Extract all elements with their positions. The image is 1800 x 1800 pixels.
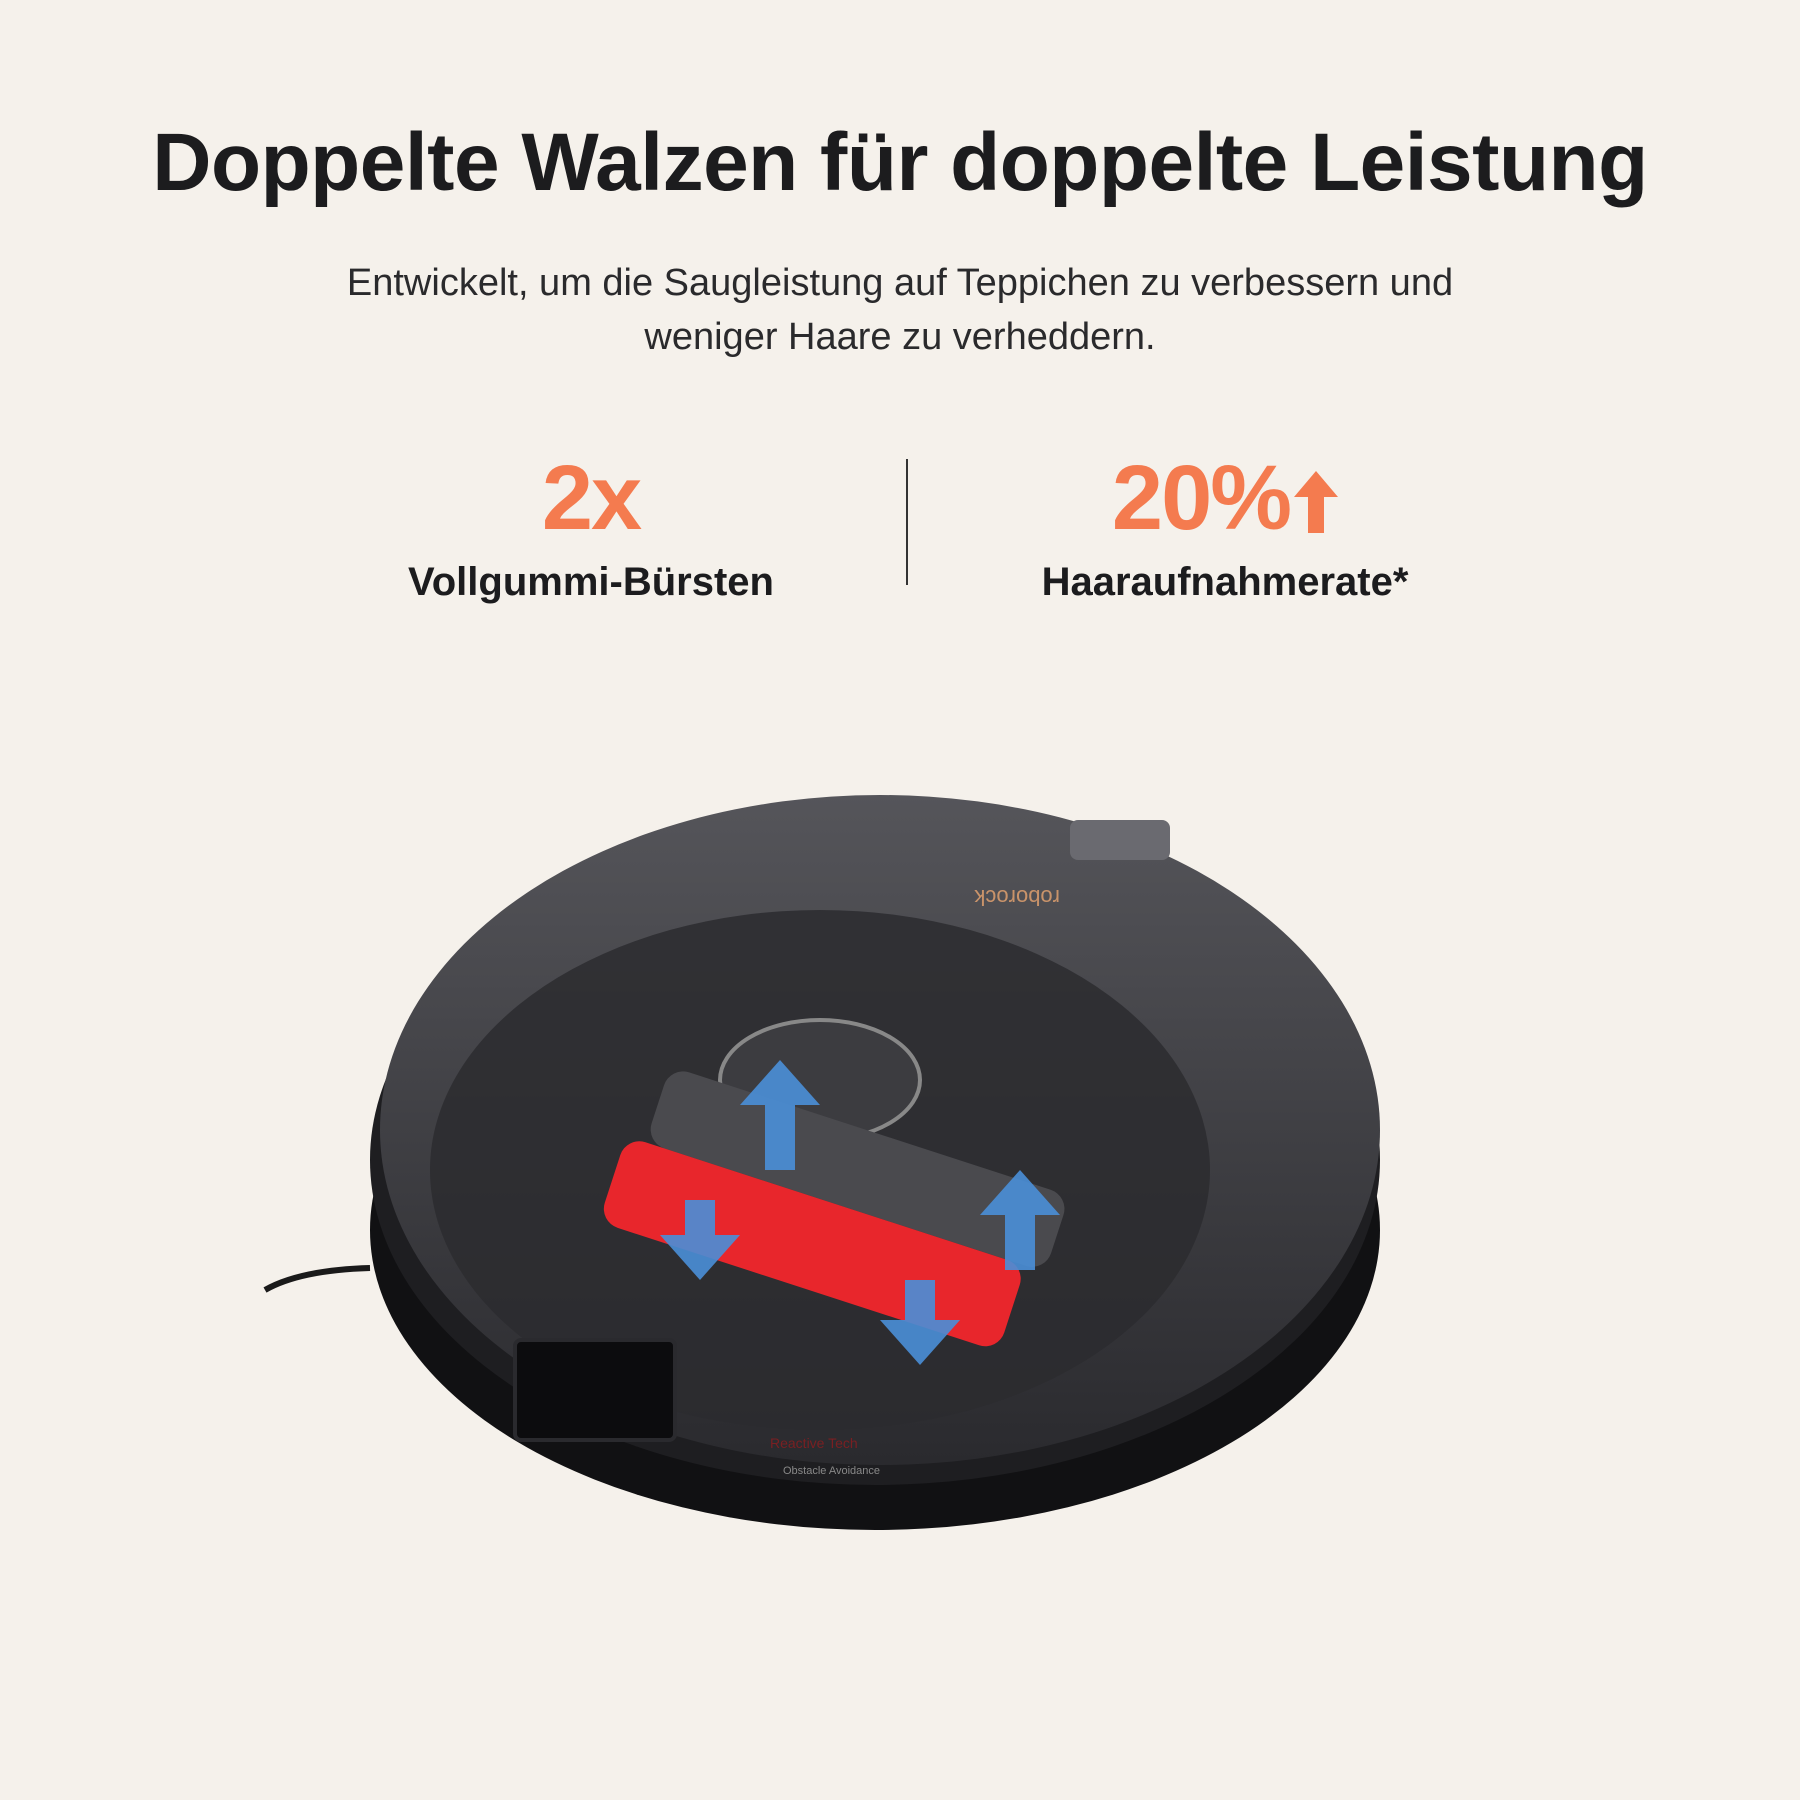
- brand-logo: roborock: [973, 885, 1060, 910]
- stat-label: Vollgummi-Bürsten: [408, 560, 774, 604]
- stat-value: 20%: [1111, 447, 1292, 549]
- gray-brush: [650, 1071, 1065, 1267]
- stat-brushes: 2x Vollgummi-Bürsten: [291, 448, 891, 605]
- front-camera-window: [513, 1338, 677, 1442]
- subtitle: Entwickelt, um die Saugleistung auf Tepp…: [0, 256, 1800, 364]
- badge-line2: Obstacle Avoidance: [783, 1465, 880, 1477]
- rotation-arrows: [660, 1060, 1060, 1365]
- subtitle-line: weniger Haare zu verheddern.: [644, 316, 1156, 358]
- bumper-sensor: [1070, 820, 1170, 860]
- subtitle-line: Entwickelt, um die Saugleistung auf Tepp…: [346, 262, 1454, 304]
- side-brush: [263, 1265, 371, 1293]
- stat-value: 2x: [541, 447, 642, 549]
- stat-hair-pickup: 20% Haaraufnahmerate*: [925, 448, 1525, 605]
- arrow-up-icon: [1294, 471, 1339, 533]
- divider: [906, 459, 908, 585]
- page-title: Doppelte Walzen für doppelte Leistung: [152, 117, 1648, 208]
- badge-line1: Reactive Tech: [770, 1435, 858, 1451]
- stat-label: Haaraufnahmerate*: [1041, 560, 1409, 604]
